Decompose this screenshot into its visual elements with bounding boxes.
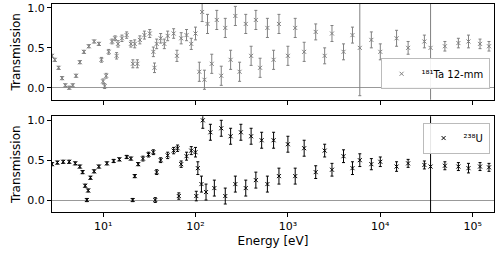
svg-text:Transmission: Transmission <box>9 13 23 92</box>
svg-text:10¹: 10¹ <box>94 220 112 233</box>
svg-text:0.5: 0.5 <box>27 42 45 55</box>
svg-text:1.0: 1.0 <box>27 114 45 127</box>
svg-text:0.5: 0.5 <box>27 154 45 167</box>
svg-text:¹⁸¹Ta 12-mm: ¹⁸¹Ta 12-mm <box>422 69 484 80</box>
svg-text:10⁵: 10⁵ <box>463 220 481 233</box>
svg-text:²³⁸U: ²³⁸U <box>464 133 483 144</box>
svg-text:0.0: 0.0 <box>27 194 45 207</box>
svg-text:Energy [eV]: Energy [eV] <box>238 234 309 248</box>
svg-text:Transmission: Transmission <box>9 125 23 204</box>
svg-text:0.0: 0.0 <box>27 82 45 95</box>
svg-text:10²: 10² <box>186 220 204 233</box>
svg-text:10⁴: 10⁴ <box>371 220 390 233</box>
svg-text:10³: 10³ <box>279 220 297 233</box>
svg-text:1.0: 1.0 <box>27 2 45 15</box>
